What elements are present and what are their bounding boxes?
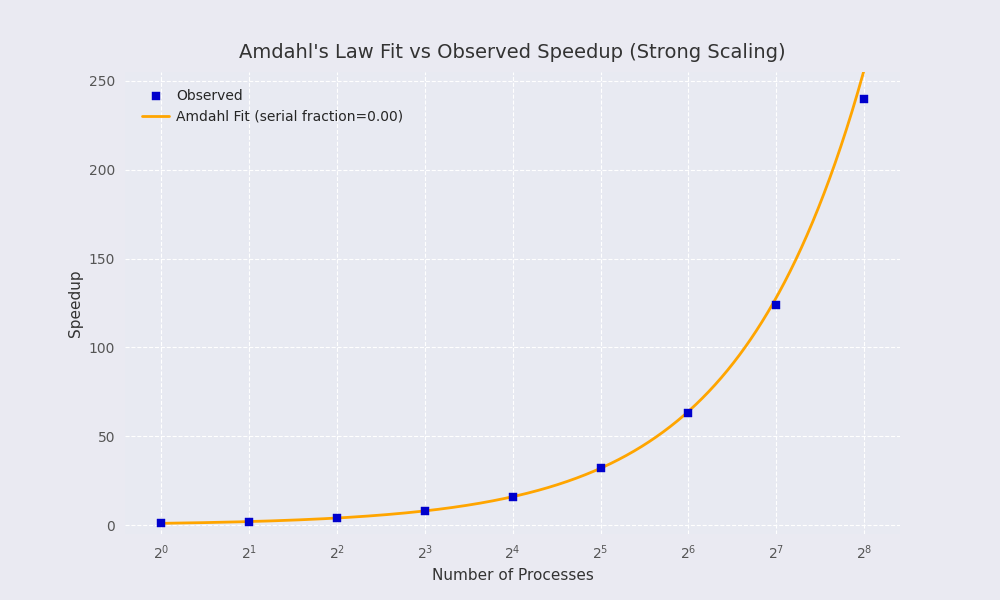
Amdahl Fit (serial fraction=0.00) bbox=[227, 518, 239, 526]
Observed bbox=[593, 463, 609, 473]
Amdahl Fit (serial fraction=0.00) bbox=[440, 505, 452, 512]
Amdahl Fit (serial fraction=0.00) bbox=[638, 442, 650, 449]
Amdahl Fit (serial fraction=0.00) bbox=[155, 520, 167, 527]
Observed bbox=[417, 506, 433, 516]
Observed bbox=[329, 513, 345, 523]
X-axis label: Number of Processes: Number of Processes bbox=[432, 568, 593, 583]
Amdahl Fit (serial fraction=0.00) bbox=[465, 501, 477, 508]
Observed bbox=[153, 518, 169, 528]
Observed bbox=[680, 409, 696, 418]
Observed bbox=[505, 492, 521, 502]
Legend: Observed, Amdahl Fit (serial fraction=0.00): Observed, Amdahl Fit (serial fraction=0.… bbox=[132, 79, 413, 133]
Line: Amdahl Fit (serial fraction=0.00): Amdahl Fit (serial fraction=0.00) bbox=[161, 70, 864, 523]
Observed bbox=[856, 94, 872, 103]
Observed bbox=[768, 300, 784, 310]
Y-axis label: Speedup: Speedup bbox=[68, 269, 83, 337]
Title: Amdahl's Law Fit vs Observed Speedup (Strong Scaling): Amdahl's Law Fit vs Observed Speedup (St… bbox=[239, 43, 786, 62]
Observed bbox=[241, 517, 257, 526]
Amdahl Fit (serial fraction=0.00) bbox=[858, 67, 870, 74]
Amdahl Fit (serial fraction=0.00) bbox=[716, 373, 728, 380]
Amdahl Fit (serial fraction=0.00) bbox=[703, 388, 715, 395]
